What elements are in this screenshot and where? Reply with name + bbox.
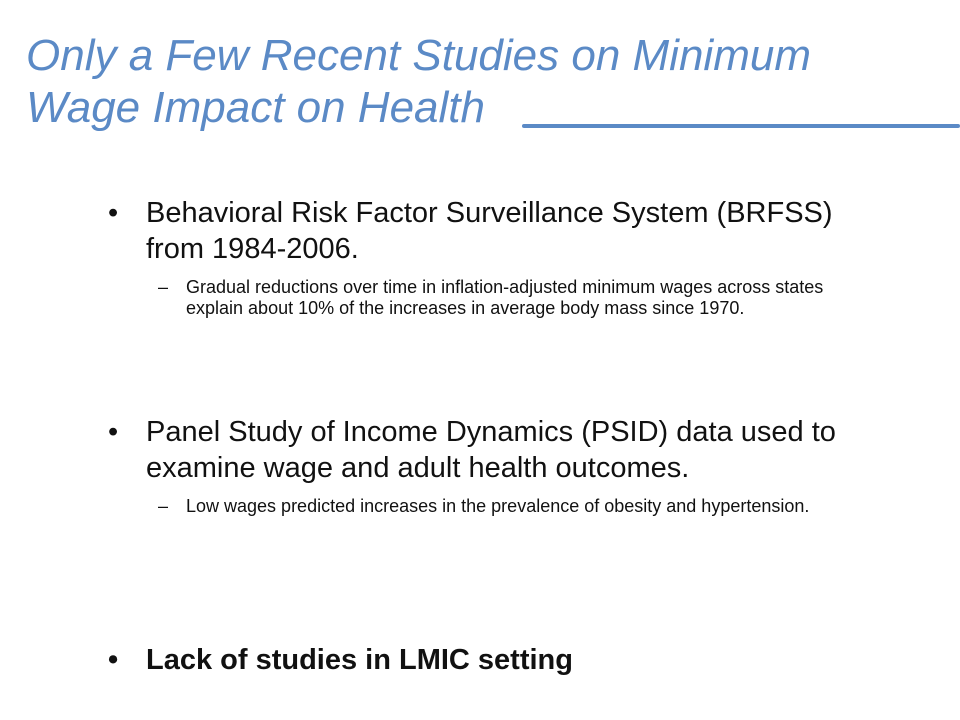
bullet-main-text: • Panel Study of Income Dynamics (PSID) … xyxy=(108,414,848,486)
sub-bullet-dash: – xyxy=(158,277,169,297)
slide-title-line-2: Wage Impact on Health xyxy=(26,83,485,132)
bullet-main-text: • Behavioral Risk Factor Surveillance Sy… xyxy=(108,195,848,267)
sub-bullet-text: Gradual reductions over time in inflatio… xyxy=(186,277,824,318)
bullet-dot: • xyxy=(108,416,119,448)
sub-bullet-text: Low wages predicted increases in the pre… xyxy=(186,496,810,516)
sub-bullet-dash: – xyxy=(158,496,169,516)
sub-bullet: – Gradual reductions over time in inflat… xyxy=(158,277,848,319)
title-underline xyxy=(522,124,960,128)
bullet-dot: • xyxy=(108,197,119,229)
bullet-text: Behavioral Risk Factor Surveillance Syst… xyxy=(146,197,833,265)
slide-title-line-1: Only a Few Recent Studies on Minimum xyxy=(26,31,811,80)
bullet-item-lmic: • Lack of studies in LMIC setting xyxy=(108,642,848,678)
bullet-main-text: • Lack of studies in LMIC setting xyxy=(108,642,848,678)
slide-title: Only a Few Recent Studies on Minimum Wag… xyxy=(26,30,956,134)
bullet-text: Panel Study of Income Dynamics (PSID) da… xyxy=(146,416,836,484)
bullet-text: Lack of studies in LMIC setting xyxy=(146,644,573,676)
bullet-item-brfss: • Behavioral Risk Factor Surveillance Sy… xyxy=(108,195,848,319)
sub-bullet: – Low wages predicted increases in the p… xyxy=(158,496,848,517)
bullet-dot: • xyxy=(108,644,119,676)
bullet-item-psid: • Panel Study of Income Dynamics (PSID) … xyxy=(108,414,848,517)
